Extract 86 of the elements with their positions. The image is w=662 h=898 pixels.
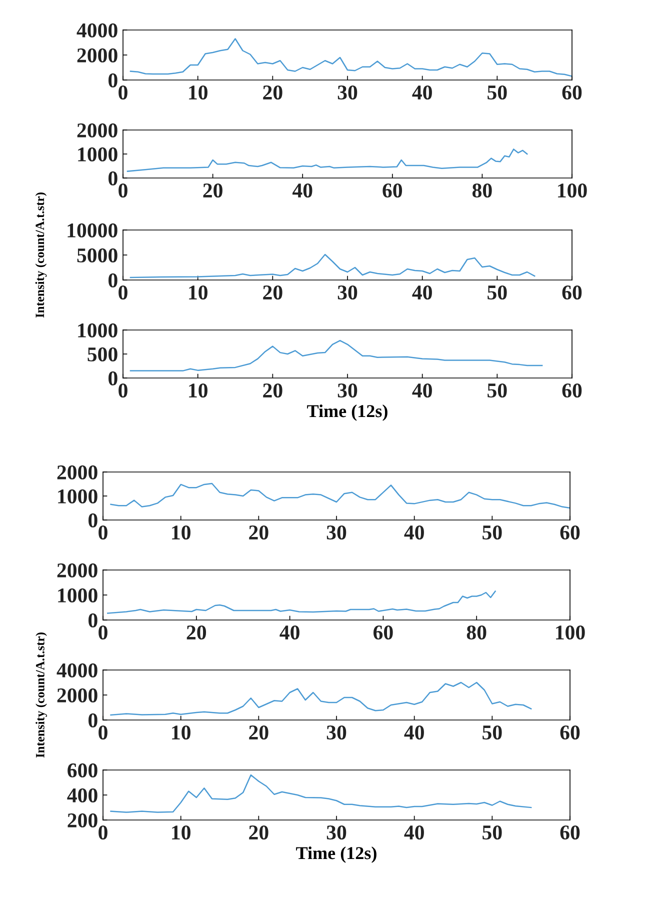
y-tick-label: 0 xyxy=(108,171,118,186)
x-tick-label: 30 xyxy=(338,383,358,398)
x-tick-label: 40 xyxy=(404,525,424,540)
x-tick-label: 30 xyxy=(338,285,358,300)
x-tick-label: 50 xyxy=(488,383,507,398)
x-axis-title: Time (12s) xyxy=(307,404,388,421)
x-tick-label: 40 xyxy=(412,383,432,398)
x-tick-label: 20 xyxy=(249,525,268,540)
y-tick-label: 10000 xyxy=(68,223,118,238)
x-tick-label: 50 xyxy=(482,725,502,740)
line-series xyxy=(130,340,543,372)
y-axis-title: Intensity (count/A.t.str) xyxy=(36,632,47,758)
x-tick-label: 10 xyxy=(189,383,208,398)
x-axis-title: Time (12s) xyxy=(296,846,376,863)
x-tick-label: 20 xyxy=(249,825,268,840)
y-tick-label: 4000 xyxy=(76,23,118,38)
x-tick-label: 40 xyxy=(412,85,432,100)
y-tick-label: 0 xyxy=(88,713,98,728)
y-tick-label: 2000 xyxy=(77,123,118,138)
y-tick-label: 1000 xyxy=(58,588,98,602)
y-tick-label: 2000 xyxy=(57,563,98,578)
y-axis-title: Intensity (count/A.t.str) xyxy=(35,192,47,318)
y-tick-label: 600 xyxy=(68,763,98,778)
x-tick-label: 30 xyxy=(326,525,346,540)
x-tick-label: 60 xyxy=(560,825,580,840)
line-series xyxy=(110,482,570,509)
x-tick-label: 0 xyxy=(118,183,128,198)
x-tick-label: 60 xyxy=(382,183,402,198)
line-series xyxy=(110,774,532,813)
y-tick-label: 4000 xyxy=(56,663,98,678)
y-tick-label: 500 xyxy=(88,347,118,362)
x-tick-label: 60 xyxy=(562,383,582,398)
y-tick-label: 0 xyxy=(108,273,118,288)
y-tick-label: 0 xyxy=(108,73,118,88)
x-tick-label: 10 xyxy=(172,525,190,540)
y-tick-label: 400 xyxy=(67,788,98,802)
x-tick-label: 60 xyxy=(562,85,582,100)
x-tick-label: 0 xyxy=(118,285,128,300)
x-tick-label: 10 xyxy=(189,85,208,100)
x-tick-label: 60 xyxy=(560,525,580,540)
y-tick-label: 0 xyxy=(108,371,118,386)
x-tick-label: 40 xyxy=(404,825,424,840)
x-tick-label: 30 xyxy=(326,825,346,840)
line-series xyxy=(107,590,496,614)
x-tick-label: 20 xyxy=(263,85,282,100)
x-tick-label: 20 xyxy=(249,725,268,740)
line-series xyxy=(110,682,532,716)
x-tick-label: 0 xyxy=(118,85,128,100)
x-tick-label: 60 xyxy=(373,625,393,640)
x-tick-label: 30 xyxy=(338,85,358,100)
y-tick-label: 0 xyxy=(88,513,98,528)
x-tick-label: 40 xyxy=(280,625,300,640)
y-tick-label: 2000 xyxy=(77,48,118,62)
y-tick-label: 1000 xyxy=(58,489,98,504)
y-tick-label: 2000 xyxy=(57,465,98,480)
x-tick-label: 40 xyxy=(404,725,424,740)
x-tick-label: 100 xyxy=(558,183,587,198)
x-tick-label: 50 xyxy=(488,85,507,100)
x-tick-label: 50 xyxy=(482,525,502,540)
x-tick-label: 20 xyxy=(263,285,282,300)
x-tick-label: 20 xyxy=(263,383,282,398)
y-tick-label: 2000 xyxy=(57,688,98,702)
y-tick-label: 1000 xyxy=(78,323,118,338)
x-tick-label: 80 xyxy=(472,183,492,198)
y-tick-label: 5000 xyxy=(77,248,118,262)
x-tick-label: 20 xyxy=(186,625,206,640)
x-tick-label: 50 xyxy=(482,825,502,840)
line-series xyxy=(130,38,572,77)
y-tick-label: 1000 xyxy=(78,147,118,162)
x-tick-label: 40 xyxy=(412,285,432,300)
x-tick-label: 40 xyxy=(292,183,312,198)
y-tick-label: 0 xyxy=(88,613,98,628)
x-tick-label: 10 xyxy=(189,285,208,300)
line-series xyxy=(130,254,536,278)
x-tick-label: 80 xyxy=(466,625,486,640)
x-tick-label: 50 xyxy=(488,285,507,300)
x-tick-label: 20 xyxy=(203,183,222,198)
x-tick-label: 10 xyxy=(172,725,190,740)
y-tick-label: 200 xyxy=(68,813,98,828)
x-tick-label: 0 xyxy=(118,383,128,398)
x-tick-label: 10 xyxy=(172,825,190,840)
x-tick-label: 30 xyxy=(326,725,346,740)
x-tick-label: 60 xyxy=(562,285,582,300)
x-tick-label: 100 xyxy=(556,625,585,640)
line-series xyxy=(126,148,528,172)
x-tick-label: 60 xyxy=(560,725,580,740)
